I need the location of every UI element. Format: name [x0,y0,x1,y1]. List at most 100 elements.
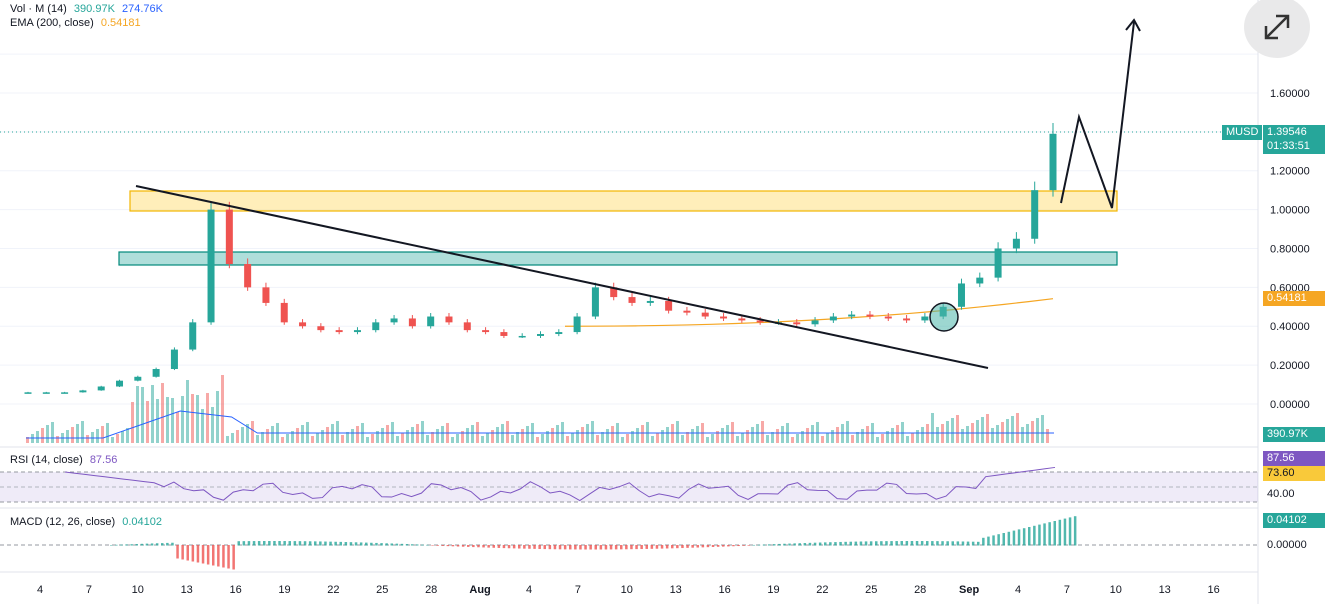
volume-bar [436,429,439,443]
macd-bar [206,545,210,565]
macd-bar [900,541,903,546]
projection-path[interactable] [1060,21,1135,209]
macd-bar [982,537,985,546]
volume-bar [76,424,79,443]
volume-bar [571,433,574,443]
volume-bar [321,430,324,443]
volume-bar [836,427,839,443]
volume-bar [651,436,654,443]
time-axis[interactable]: 4 7 10 13 16 19 22 25 28 Aug 4 7 10 13 16 19 22 25 28 Sep 4 7… [37,584,1220,596]
candle-body [903,318,911,321]
macd-bar [558,545,562,550]
candle-body [372,322,380,331]
macd-bar [222,545,225,568]
macd-bar [227,545,230,569]
volume-bar [696,426,699,443]
macd-bar [446,545,450,547]
macd-bar [487,545,490,548]
support-zone[interactable] [118,251,1118,266]
macd-bar [492,545,495,548]
downtrend-line[interactable] [135,185,989,369]
macd-bar [405,544,409,546]
volume-bar [906,436,909,443]
volume-bar [956,415,959,443]
volume-bar [421,421,424,443]
macd-bar [859,541,863,546]
macd-bar [706,545,710,548]
macd-bar [130,544,133,546]
candle-body [738,318,746,321]
macd-bar [936,541,939,546]
volume-legend[interactable]: Vol · M (14) 390.97K 274.76K [10,3,167,15]
volume-tag: 390.97K [1263,427,1325,442]
volume-bar [826,433,829,443]
candle-body [683,310,691,313]
breakout-circle[interactable] [929,302,959,332]
macd-bar [620,545,623,550]
volume-bar [461,431,464,443]
macd-bar [482,545,485,548]
volume-bar [236,430,239,443]
macd-bar [920,541,924,546]
macd-bar [303,541,307,546]
macd-bar [839,541,842,546]
macd-bar [630,545,633,550]
candle-body [793,322,801,325]
volume-bar [441,426,444,443]
rsi-legend[interactable]: RSI (14, close) 87.56 [10,454,121,466]
volume-bar [746,430,749,443]
macd-bar [645,545,648,549]
time-axis-label: 16 [718,584,730,596]
macd-bar [308,541,312,546]
volume-bar [736,436,739,443]
expand-arrows-icon [1264,14,1290,40]
rsi-legend-value: 87.56 [89,454,118,466]
macd-bar [257,541,261,546]
macd-bar [849,541,852,546]
macd-bar [1073,516,1077,546]
candle-body [555,332,563,335]
macd-bar [1058,519,1062,546]
volume-bar [516,432,519,443]
rsi-line [64,466,1056,502]
volume-ma-line [26,410,1054,439]
macd-bar [161,543,164,546]
macd-bar [722,545,725,547]
candle-body [427,316,435,327]
macd-bar [987,536,990,546]
macd-bar [625,545,628,550]
time-axis-label: 19 [278,584,290,596]
macd-bar [997,534,1000,546]
macd-bar [762,544,766,546]
volume-bar [171,398,174,443]
volume-bar [876,437,879,443]
volume-bar [966,426,969,443]
resistance-zone[interactable] [129,190,1118,212]
volume-bar [66,430,69,443]
macd-bar [237,541,240,546]
macd-bar [895,541,898,546]
candle-body [134,376,142,381]
macd-bar [416,544,419,546]
candle-body [628,297,636,303]
macd-bar [655,545,659,549]
ema-legend[interactable]: EMA (200, close) 0.54181 [10,17,145,29]
volume-bar [401,433,404,443]
volume-bar [41,428,44,443]
time-axis-label: Aug [469,584,490,596]
volume-bar [291,431,294,443]
macd-bar [502,545,506,549]
volume-bar [801,431,804,443]
volume-bar [951,418,954,443]
volume-bar [211,407,214,443]
macd-legend[interactable]: MACD (12, 26, close) 0.04102 [10,516,166,528]
volume-bar [681,435,684,443]
macd-bar [767,544,771,546]
expand-button[interactable] [1244,0,1310,58]
volume-bar [761,421,764,443]
price-grid [0,53,1258,405]
macd-bar [609,545,613,550]
macd-zero-label: 0.00000 [1267,539,1307,551]
macd-bar [365,542,368,546]
